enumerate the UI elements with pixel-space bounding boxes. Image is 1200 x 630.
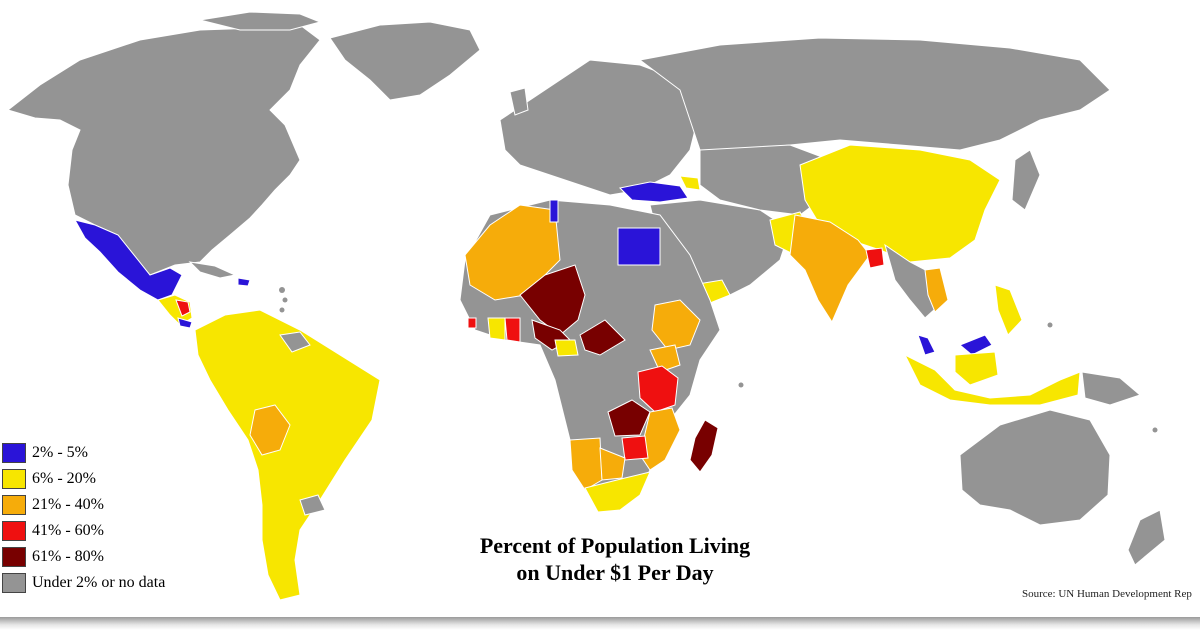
region-niger [519,264,586,336]
region-japan [1011,149,1041,211]
region-canadian-islands [199,11,322,31]
region-india [789,214,871,324]
region-caucasus [679,175,701,191]
region-sierra-leone [467,317,477,329]
legend-label: 6% - 20% [32,470,96,487]
region-tunisia [549,199,559,223]
island-dot [279,307,285,313]
region-zimbabwe [621,435,649,461]
region-tanzania [637,365,679,413]
island-dot [1152,427,1158,433]
legend-label: 61% - 80% [32,548,104,565]
island-dot [279,287,285,293]
region-malaysia-w [917,334,936,356]
region-ivory-coast [487,317,506,341]
region-malaysia-e [959,334,993,356]
region-mexico [74,219,183,301]
region-ghana [504,317,521,343]
legend-swatch [2,495,26,515]
legend-swatch [2,443,26,463]
bottom-shadow [0,617,1200,630]
region-turkey [618,181,689,203]
region-uk [509,87,529,116]
region-ethiopia [651,299,701,351]
region-new-guinea [1081,371,1141,406]
region-new-zealand [1127,509,1166,566]
legend-label: 21% - 40% [32,496,104,513]
region-west-sahara-algeria [464,204,561,301]
region-bolivia [249,404,291,456]
region-south-america [194,309,381,601]
region-zambia [607,399,651,437]
land-masses [6,11,1166,601]
legend-item: 6% - 20% [2,466,165,492]
region-namibia [569,437,603,491]
legend-label: 2% - 5% [32,444,88,461]
map-title-line-1: Percent of Population Living [479,533,751,558]
island-dot [738,382,744,388]
region-uganda-kenya [649,344,681,373]
region-panama [177,317,193,329]
region-indonesia [903,353,1081,406]
legend-swatch [2,573,26,593]
region-australia [959,409,1111,526]
legend-item: 41% - 60% [2,518,165,544]
island-dot [1047,322,1053,328]
region-greenland [329,21,481,101]
region-borneo [954,351,999,386]
region-madagascar [689,419,719,473]
legend-swatch [2,469,26,489]
region-guianas [279,331,311,353]
region-bangladesh [865,247,885,269]
region-south-africa [584,471,651,513]
region-guatemala [175,299,191,317]
legend-label: 41% - 60% [32,522,104,539]
world-map [6,11,1166,601]
island-dot [282,297,288,303]
region-botswana [599,447,626,481]
region-europe [499,59,701,196]
source-note: Source: UN Human Development Rep [1022,588,1192,600]
legend-item: Under 2% or no data [2,570,165,596]
legend-item: 2% - 5% [2,440,165,466]
region-uruguay-chile-s [299,494,326,516]
legend: 2% - 5% 6% - 20% 21% - 40% 41% - 60% 61%… [2,440,165,596]
legend-item: 61% - 80% [2,544,165,570]
region-car [579,319,626,356]
region-cameroon [554,339,579,357]
region-vietnam-laos [924,267,949,313]
legend-label: Under 2% or no data [32,574,166,591]
region-philippines [994,284,1023,336]
legend-item: 21% - 40% [2,492,165,518]
small-islands [279,287,1158,433]
map-title: Percent of Population Living on Under $1… [410,532,820,586]
map-title-line-2: on Under $1 Per Day [516,560,714,585]
legend-swatch [2,547,26,567]
region-cuba [188,261,237,279]
legend-swatch [2,521,26,541]
region-egypt [617,227,661,266]
region-haiti-dr [237,277,251,287]
